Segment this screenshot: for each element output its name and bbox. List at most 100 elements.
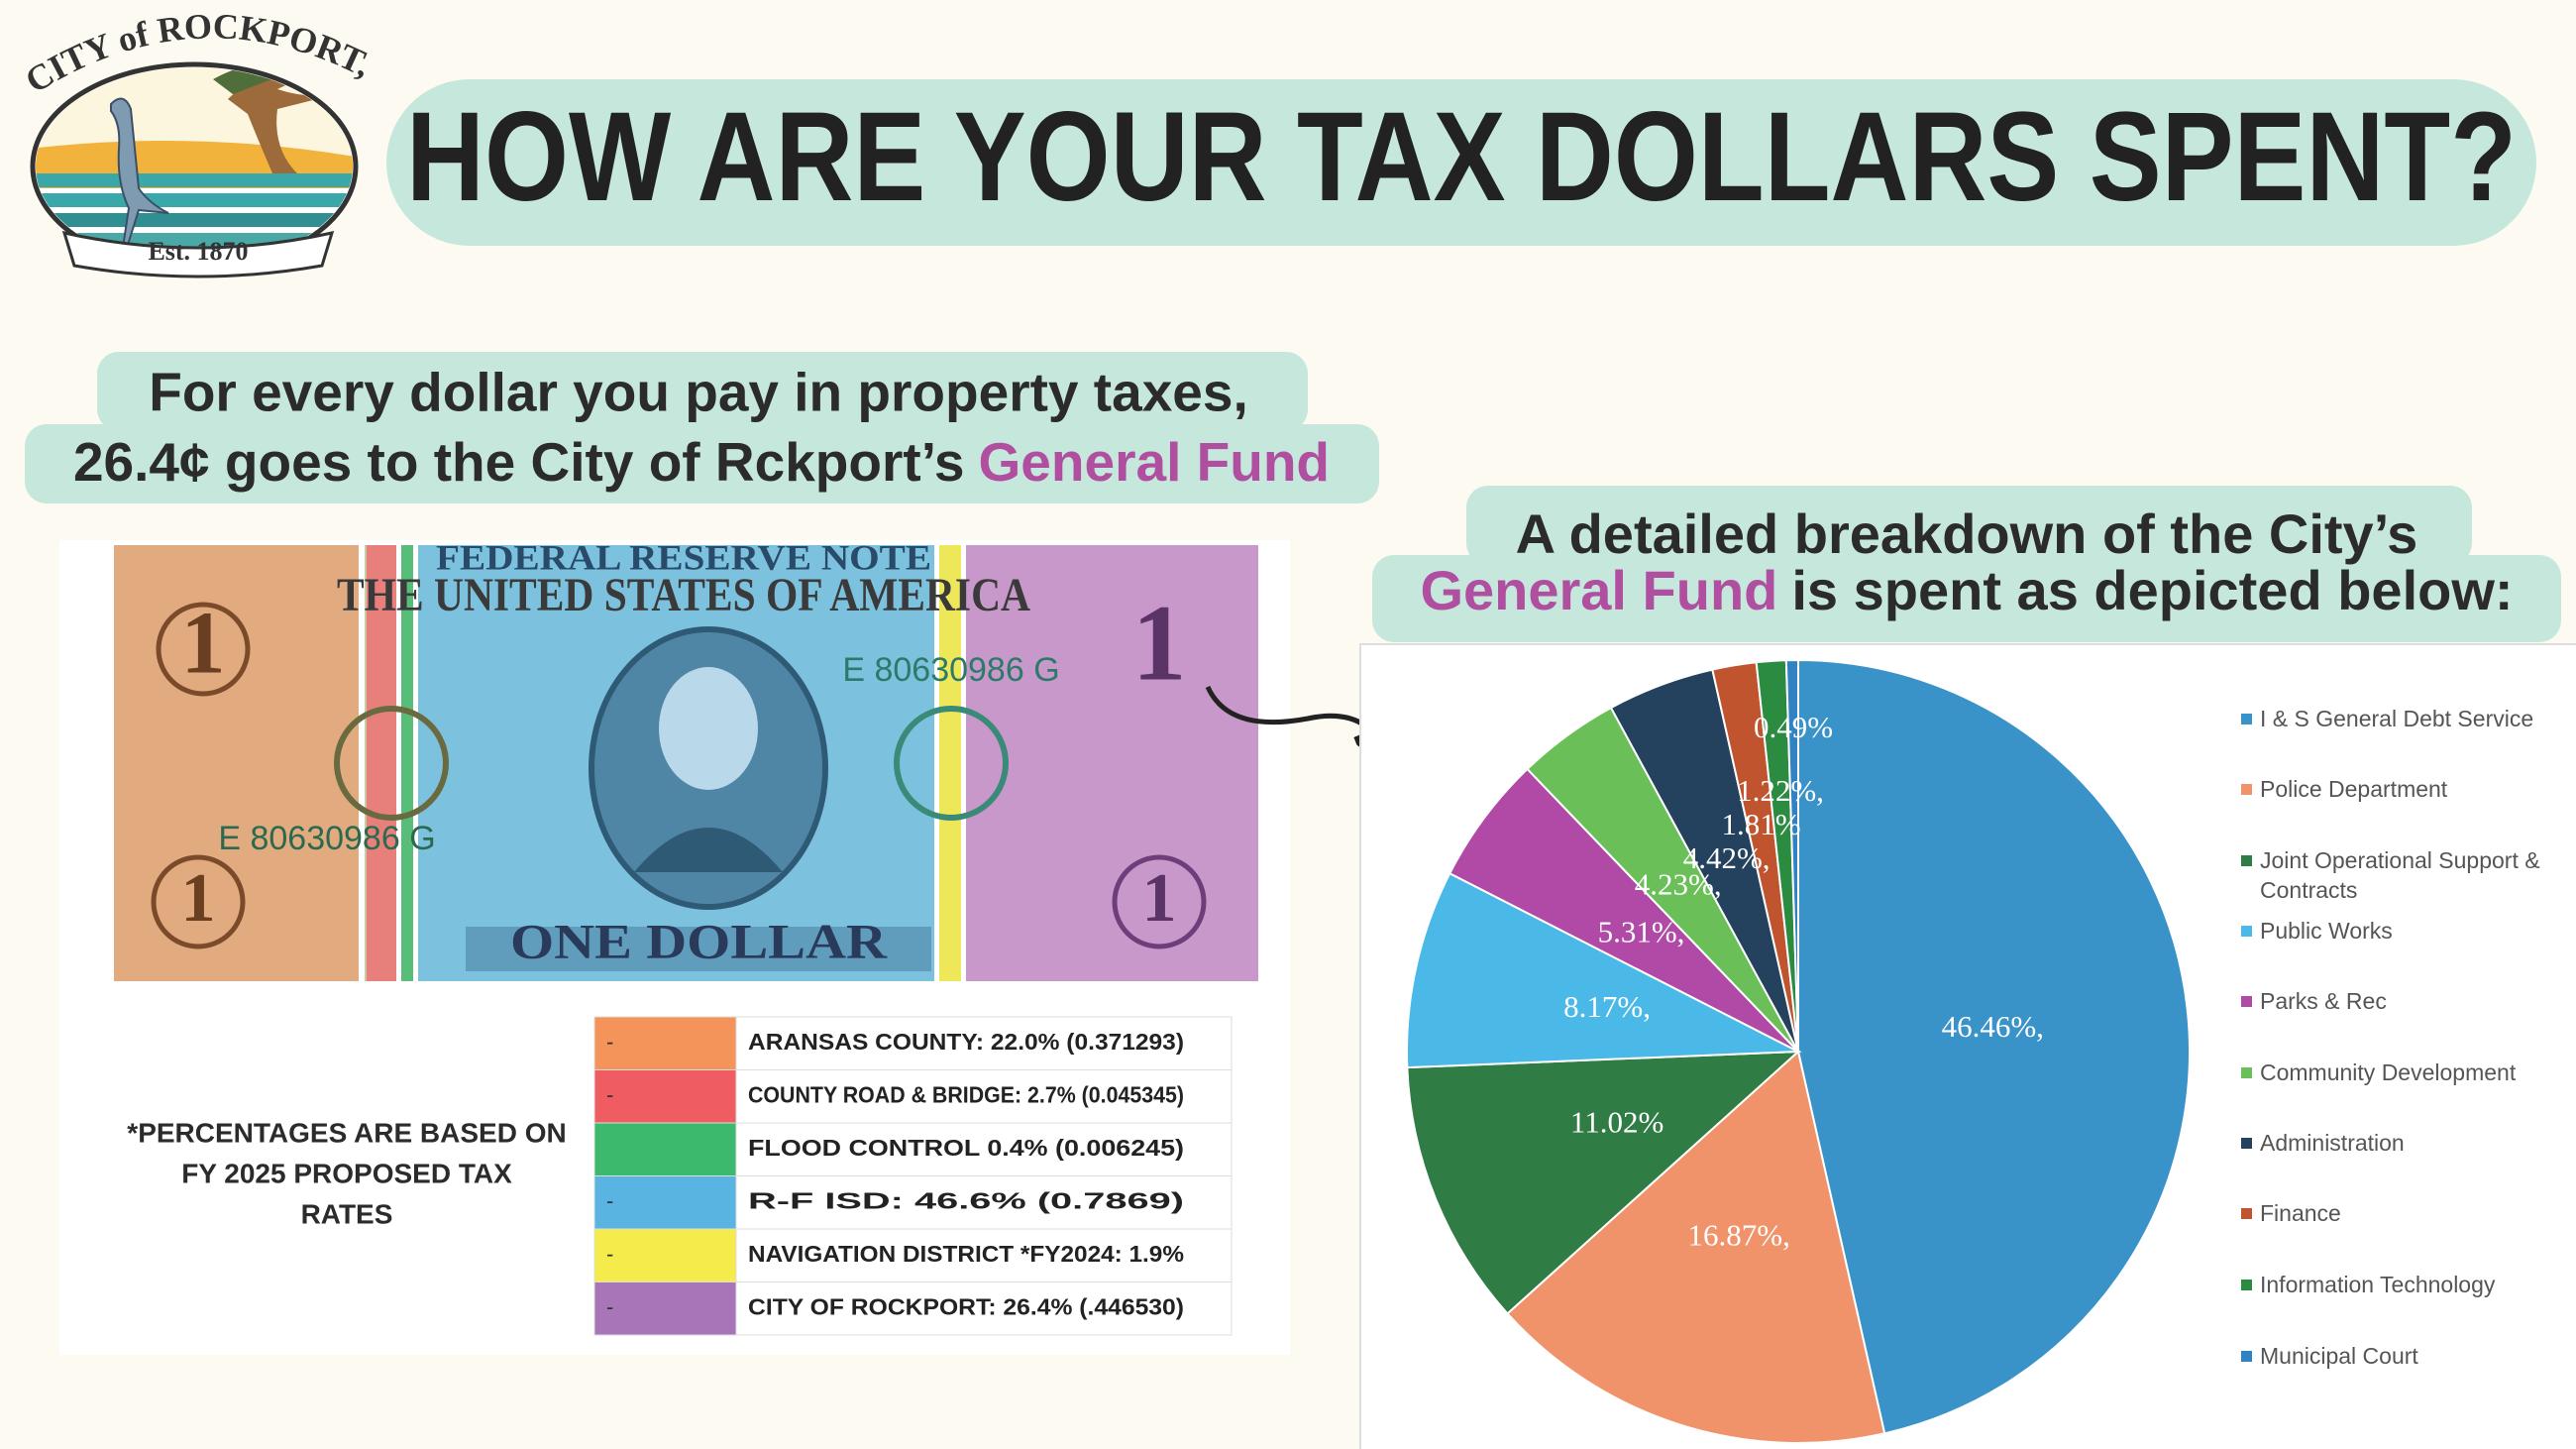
logo-banner: Est. 1870 — [148, 237, 248, 266]
note: *PERCENTAGES ARE BASED ON FY 2025 PROPOSE… — [127, 1117, 566, 1229]
slice-label: 11.02% — [1570, 1105, 1664, 1140]
slice-label: 4.23%, — [1635, 866, 1722, 901]
legend-swatch — [2241, 1067, 2252, 1078]
row-swatch — [593, 1175, 737, 1230]
row-marker: - — [606, 1188, 613, 1213]
legend-swatch — [2241, 1351, 2252, 1362]
legend-label: Police Department — [2260, 776, 2448, 802]
legend-item: I & S General Debt Service — [2241, 704, 2558, 733]
slice-label: 16.87%, — [1688, 1217, 1790, 1252]
legend-item: Police Department — [2241, 774, 2558, 804]
title-pill — [386, 79, 2536, 246]
legend-swatch — [2241, 784, 2252, 795]
row-cell — [735, 1016, 1233, 1070]
breakdown-pill — [1372, 555, 2561, 642]
legend-item: Public Works — [2241, 916, 2558, 946]
bill-serial: E 80630986 G — [842, 651, 1059, 689]
legend-label: Administration — [2260, 1130, 2405, 1156]
bill-numeral: 1 — [181, 860, 216, 937]
breakdown-pill — [1466, 486, 2472, 565]
bill-numeral: 1 — [1142, 860, 1177, 937]
row-swatch — [593, 1282, 737, 1336]
row-swatch — [593, 1122, 737, 1176]
pie-slice — [1406, 1050, 1801, 1315]
slice-label: 4.42%, — [1683, 840, 1771, 875]
row-cell — [735, 1175, 1233, 1230]
subtitle-pill — [25, 424, 1379, 503]
note-line: RATES — [301, 1198, 393, 1229]
legend-item: Finance — [2241, 1198, 2558, 1228]
legend-label: Information Technology — [2260, 1272, 2496, 1297]
row-cell — [735, 1228, 1233, 1282]
legend-label: Community Development — [2260, 1059, 2517, 1085]
legend-label: Finance — [2260, 1200, 2341, 1226]
legend-item: Municipal Court — [2241, 1341, 2558, 1371]
row-swatch — [593, 1016, 737, 1070]
note-line: FY 2025 PROPOSED TAX — [181, 1158, 512, 1188]
slice-label: 0.49% — [1754, 710, 1833, 744]
slice-label: 1.81% — [1721, 807, 1800, 841]
pie-chart: 46.46%, 16.87%, 11.02% 8.17%, 5.31%, 4.23%,4.… — [1406, 658, 2191, 1444]
legend-swatch — [2241, 926, 2252, 937]
bill-bottom: ONE DOLLAR — [510, 913, 888, 968]
legend-item: Information Technology — [2241, 1270, 2558, 1299]
legend-label: Public Works — [2260, 918, 2393, 944]
breakdown-line: A detailed breakdown of the City’s — [1516, 502, 2418, 565]
subtitle-line: 26.4¢ goes to the City of Rckport’s Gener… — [73, 431, 1330, 493]
note-line: *PERCENTAGES ARE BASED ON — [127, 1117, 566, 1148]
bill-numeral: 1 — [181, 595, 226, 693]
legend-label: Parks & Rec — [2260, 988, 2387, 1014]
row-cell — [735, 1282, 1233, 1336]
breakdown-text: is spent as depicted below: — [1791, 559, 2513, 621]
row-label: ARANSAS COUNTY: 22.0% (0.371293) — [748, 1029, 1184, 1055]
breakdown-highlight: General Fund — [1420, 559, 1777, 621]
breakdown-line: General Fund is spent as depicted below: — [1420, 559, 2513, 621]
legend-item: Parks & Rec — [2241, 986, 2558, 1016]
subtitle-highlight: General Fund — [979, 431, 1331, 493]
subtitle-text: 26.4¢ goes to the City of Rckport’s — [73, 431, 965, 493]
row-marker: - — [606, 1030, 613, 1055]
bill-top-text: FEDERAL RESERVE NOTE — [436, 537, 931, 577]
row-label: CITY OF ROCKPORT: 26.4% (.446530) — [748, 1293, 1184, 1319]
row-marker: - — [606, 1242, 613, 1267]
slice-label: 5.31%, — [1598, 914, 1685, 948]
legend-label: Municipal Court — [2260, 1343, 2418, 1369]
legend-swatch — [2241, 1138, 2252, 1149]
slice-label: 46.46%, — [1942, 1009, 2044, 1044]
subtitle-line: For every dollar you pay in property tax… — [149, 362, 1248, 423]
row-label: COUNTY ROAD & BRIDGE: 2.7% (0.045345) — [748, 1081, 1184, 1107]
legend-item: Administration — [2241, 1128, 2558, 1158]
pie-slice — [1406, 871, 1802, 1069]
legend-swatch — [2241, 1280, 2252, 1290]
slice-label: 8.17%, — [1563, 989, 1651, 1024]
pie-slice — [1506, 1050, 1886, 1444]
dollar-bill: FEDERAL RESERVE NOTE THE UNITED STATES O… — [114, 537, 1258, 981]
logo: CITY of ROCKPORT, TEXAS Est. 1870 — [0, 0, 377, 279]
legend-item: Joint Operational Support & Contracts — [2241, 845, 2558, 905]
row-marker: - — [606, 1294, 613, 1319]
legend-label: I & S General Debt Service — [2260, 706, 2534, 731]
subtitle-pill — [97, 352, 1308, 431]
row-swatch — [593, 1228, 737, 1282]
legend-swatch — [2241, 855, 2252, 866]
bill-serial: E 80630986 G — [218, 820, 435, 857]
legend-label: Joint Operational Support & Contracts — [2260, 847, 2540, 903]
row-label: R-F ISD: 46.6% (0.7869) — [748, 1187, 1184, 1213]
pie-slice — [1784, 658, 1799, 1053]
rate-table: - ARANSAS COUNTY: 22.0% (0.371293) - COUNTY… — [593, 1016, 1233, 1336]
legend-swatch — [2241, 996, 2252, 1007]
slice-label: 1.22%, — [1737, 773, 1824, 808]
bill-numeral: 1 — [1132, 582, 1187, 703]
legend-item: Community Development — [2241, 1058, 2558, 1087]
legend-swatch — [2241, 1208, 2252, 1219]
bill-banner: THE UNITED STATES OF AMERICA — [337, 569, 1030, 621]
row-label: FLOOD CONTROL 0.4% (0.006245) — [748, 1135, 1184, 1161]
pie-slice — [1797, 658, 2191, 1435]
row-marker: - — [606, 1082, 613, 1107]
page-title: HOW ARE YOUR TAX DOLLARS SPENT? — [406, 86, 2517, 228]
row-label: NAVIGATION DISTRICT *FY2024: 1.9% — [748, 1241, 1184, 1267]
legend-swatch — [2241, 714, 2252, 724]
row-swatch — [593, 1069, 737, 1124]
